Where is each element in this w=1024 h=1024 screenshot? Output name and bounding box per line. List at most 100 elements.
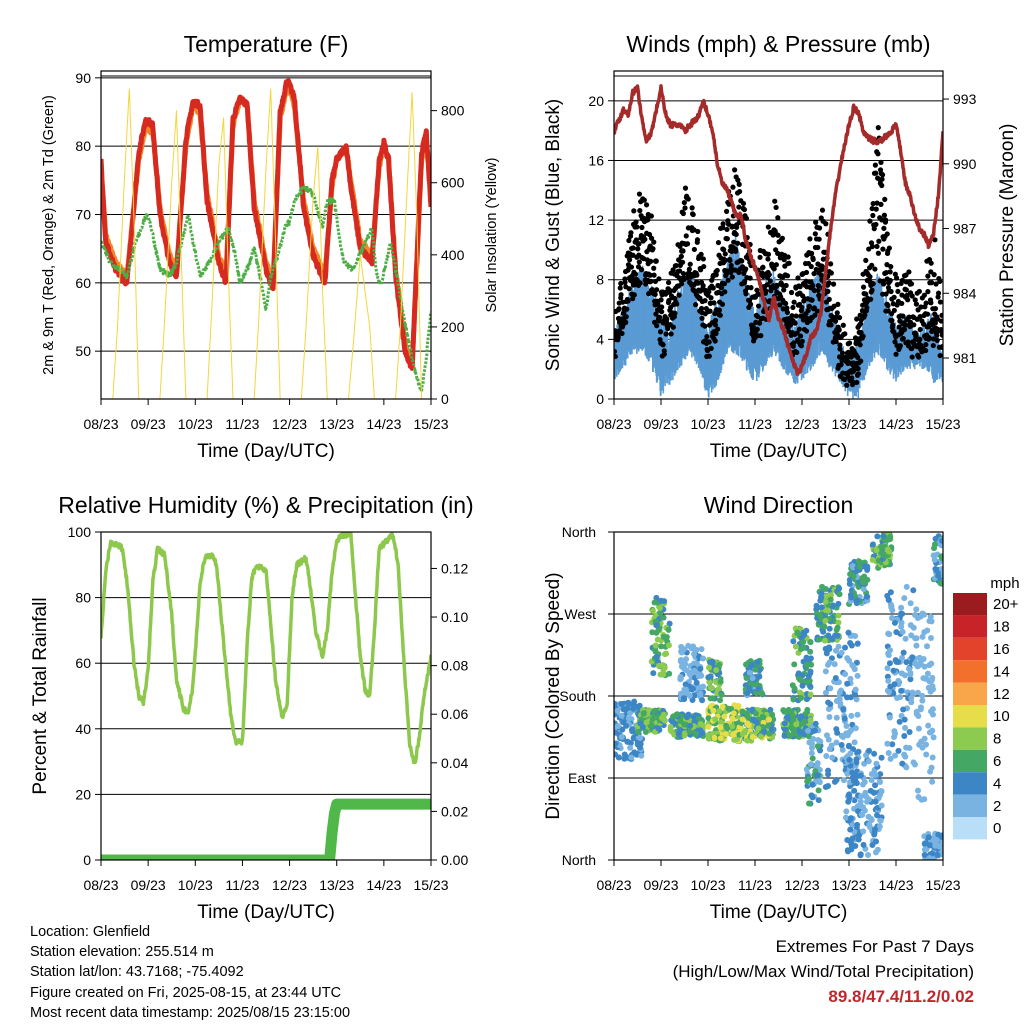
direction-point <box>829 754 836 761</box>
direction-point <box>642 729 649 736</box>
x-axis-label: Time (Day/UTC) <box>710 902 848 923</box>
direction-point <box>846 580 853 587</box>
direction-point <box>729 715 736 722</box>
direction-point <box>685 642 692 649</box>
x-tick-label: 10/23 <box>178 877 213 893</box>
gust-point <box>878 159 884 165</box>
chart-temp: Temperature (F) Time (Day/UTC) 2m & 9m T (… <box>41 31 500 462</box>
direction-point <box>900 706 907 713</box>
gust-point <box>670 267 676 273</box>
direction-point <box>752 710 759 717</box>
gust-point <box>855 354 861 360</box>
direction-point <box>699 684 706 691</box>
gust-point <box>933 281 939 287</box>
gust-point <box>805 307 811 314</box>
x-axis-label: Time (Day/UTC) <box>197 441 335 462</box>
direction-point <box>872 849 879 856</box>
gust-point <box>757 254 763 260</box>
gust-point <box>832 318 839 324</box>
gust-point <box>831 303 837 309</box>
gust-point <box>809 250 815 256</box>
direction-point <box>868 771 875 778</box>
legend-swatch <box>953 794 987 817</box>
gust-point <box>885 302 891 309</box>
direction-point <box>842 671 849 678</box>
direction-point <box>854 672 861 679</box>
timestamp-text: Most recent data timestamp: 2025/08/15 2… <box>30 1004 351 1021</box>
gust-point <box>623 314 629 320</box>
series-line <box>101 78 431 371</box>
direction-point <box>857 798 864 805</box>
gust-point <box>781 287 787 293</box>
gust-point <box>810 256 816 263</box>
gust-point <box>864 305 870 311</box>
gust-point <box>874 243 880 250</box>
gust-point <box>739 258 745 264</box>
chart-title: Wind Direction <box>704 492 854 518</box>
x-tick-label: 11/23 <box>225 416 259 432</box>
direction-point <box>618 700 625 707</box>
direction-point <box>921 851 928 858</box>
direction-point <box>794 629 801 636</box>
direction-point <box>823 753 830 760</box>
direction-point <box>899 654 906 661</box>
direction-point <box>884 740 891 747</box>
direction-point <box>840 777 847 784</box>
direction-point <box>852 725 859 732</box>
direction-point <box>827 596 834 603</box>
gust-point <box>729 274 735 280</box>
gust-point <box>712 338 718 344</box>
axes-frame <box>100 531 432 861</box>
direction-point <box>898 610 905 617</box>
direction-point <box>929 778 936 785</box>
gust-point <box>794 349 800 356</box>
gust-point <box>678 253 684 259</box>
direction-point <box>921 796 928 803</box>
direction-point <box>825 607 832 614</box>
legend-label: 10 <box>993 708 1010 725</box>
gust-point <box>837 342 843 348</box>
direction-point <box>614 724 618 731</box>
direction-point <box>838 649 845 656</box>
direction-point <box>901 732 908 739</box>
gust-point <box>659 309 665 315</box>
direction-point <box>901 716 908 723</box>
direction-point <box>859 574 866 581</box>
direction-point <box>652 648 659 655</box>
direction-point <box>850 777 857 784</box>
gust-point <box>806 303 813 309</box>
gust-point <box>747 275 753 281</box>
created-text: Figure created on Fri, 2025-08-15, at 23… <box>30 984 342 1001</box>
gust-point <box>836 315 843 321</box>
gust-point <box>872 162 878 168</box>
gust-point <box>690 211 696 218</box>
direction-point <box>806 800 813 807</box>
direction-point <box>796 689 803 696</box>
direction-point <box>755 725 762 732</box>
gust-point <box>748 285 754 291</box>
gust-point <box>754 287 760 293</box>
direction-point <box>677 676 684 683</box>
direction-point <box>651 599 658 606</box>
direction-point <box>878 754 885 761</box>
y-tick-label: 16 <box>588 152 604 168</box>
gust-point <box>781 257 787 263</box>
direction-point <box>629 726 636 733</box>
gust-point <box>863 291 869 297</box>
direction-point <box>853 696 860 703</box>
gust-point <box>706 339 712 345</box>
direction-point <box>706 679 713 686</box>
gust-point <box>737 188 743 195</box>
gust-point <box>812 231 818 237</box>
direction-point <box>887 533 894 540</box>
direction-point <box>678 649 685 656</box>
gust-point <box>765 251 772 257</box>
x-tick-label: 11/23 <box>738 416 772 432</box>
direction-point <box>885 677 892 684</box>
gust-point <box>875 250 881 256</box>
direction-point <box>834 624 841 631</box>
gust-point <box>812 312 818 318</box>
direction-point <box>681 721 688 728</box>
gust-point <box>826 296 832 302</box>
gust-point <box>666 287 673 293</box>
